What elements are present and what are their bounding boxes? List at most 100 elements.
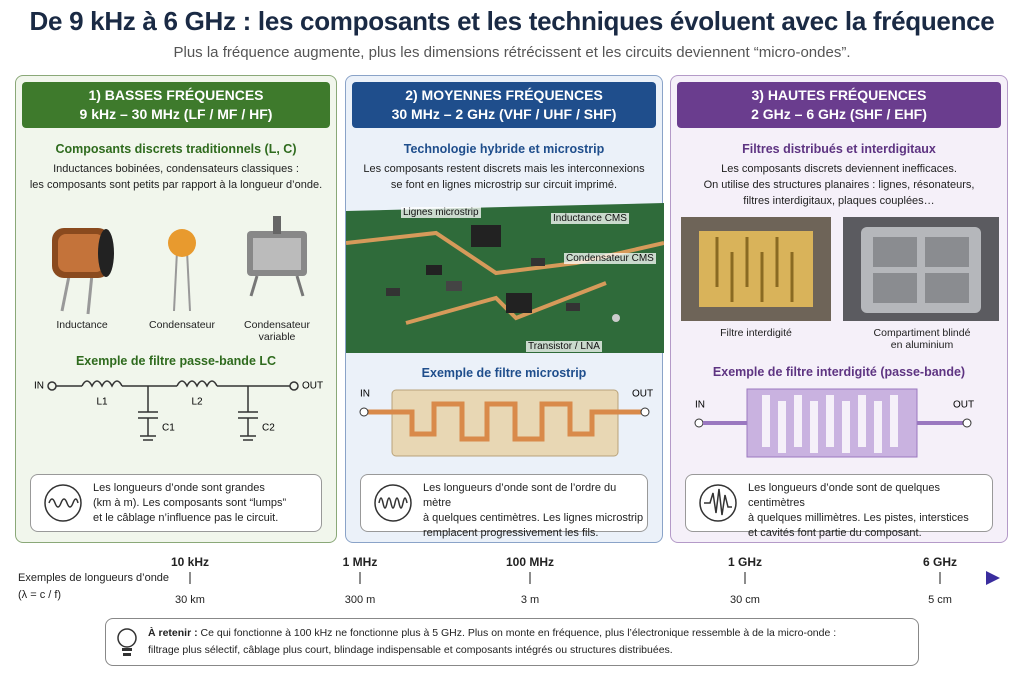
- wavelength-label: 300 m: [344, 594, 376, 606]
- decoration: [506, 293, 532, 313]
- decoration: [566, 303, 580, 311]
- frequency-label: 6 GHz: [922, 555, 958, 569]
- decoration: [378, 497, 408, 509]
- description: Inductances bobinées, condensateurs clas…: [22, 161, 330, 193]
- example-title: Exemple de filtre interdigité (passe-ban…: [712, 365, 966, 379]
- takeaway-label: À retenir :: [148, 627, 198, 639]
- line: Les longueurs d’onde sont grandes: [93, 482, 265, 494]
- image-caption: Condensateur variable: [244, 319, 310, 343]
- subtitle: Plus la fréquence augmente, plus les dim…: [173, 44, 851, 61]
- decoration: [873, 273, 917, 303]
- decoration: [58, 234, 104, 272]
- decoration: [247, 216, 307, 297]
- photo-label: Inductance CMS: [551, 213, 629, 224]
- interdigital-diagram: IN OUT: [694, 388, 974, 458]
- decoration: [858, 395, 866, 447]
- takeaway-line: À retenir : Ce qui fonctionne à 100 kHz …: [148, 625, 910, 642]
- panel-high: 3) HAUTES FRÉQUENCES 2 GHz – 6 GHz (SHF /…: [670, 75, 1008, 543]
- decoration: [47, 381, 57, 391]
- decoration: [826, 395, 834, 447]
- line: Les longueurs d’onde sont de l’ordre du …: [423, 482, 617, 509]
- pcb-photo: Lignes microstrip Inductance CMS Condens…: [345, 203, 665, 358]
- decoration: [762, 395, 770, 447]
- lc-filter-diagram: IN L1 L2 OUT C1 C2: [34, 380, 323, 441]
- decoration: [762, 395, 898, 453]
- heading: 2) MOYENNES FRÉQUENCES: [405, 87, 603, 103]
- note: Les longueurs d’onde sont de l’ordre du …: [360, 474, 648, 539]
- takeaway-text: Ce qui fonctionne à 100 kHz ne fonctionn…: [200, 627, 837, 639]
- decoration: [778, 401, 786, 453]
- pcb-drawing: [345, 203, 665, 353]
- line: les composants sont petits par rapport à…: [29, 179, 323, 191]
- panel-mid: 2) MOYENNES FRÉQUENCES 30 MHz – 2 GHz (VH…: [345, 75, 665, 543]
- description: Les composants restent discrets mais les…: [352, 161, 656, 193]
- panel-header: 1) BASSES FRÉQUENCES 9 kHz – 30 MHz (LF /…: [22, 82, 330, 128]
- line: se font en lignes microstrip sur circuit…: [390, 179, 618, 191]
- line: et cavités font partie du composant.: [748, 527, 922, 539]
- wave-icon: [699, 484, 737, 522]
- diagram-label: C1: [162, 423, 175, 434]
- takeaway-line: filtrage plus sélectif, câblage plus cou…: [148, 644, 673, 656]
- decoration: [81, 380, 123, 388]
- decoration: [391, 389, 619, 457]
- line: remplacent progressivement les fils.: [423, 527, 599, 539]
- decoration: [962, 418, 972, 428]
- wave-icon: [374, 484, 412, 522]
- decoration: [842, 401, 850, 453]
- line: (λ = c / f): [18, 589, 62, 601]
- frequency-label: 1 GHz: [727, 555, 763, 569]
- line: (km à m). Les composants sont “lumps”: [93, 497, 287, 509]
- diagram-label: IN: [360, 389, 370, 400]
- decoration: [176, 380, 218, 388]
- decoration: [694, 418, 704, 428]
- decoration: [890, 395, 898, 447]
- image-caption: Condensateur: [149, 319, 215, 331]
- decoration: [367, 401, 642, 442]
- line: à quelques millimètres. Les pistes, inte…: [748, 512, 969, 524]
- example-title: Exemple de filtre microstrip: [421, 366, 587, 380]
- decoration: [612, 314, 620, 322]
- hf-drawings: [681, 217, 999, 321]
- frequency-label: 100 MHz: [505, 555, 555, 569]
- decoration: [168, 229, 196, 257]
- line: Exemples de longueurs d’onde: [18, 572, 170, 584]
- example-title: Exemple de filtre passe-bande LC: [75, 354, 277, 368]
- photo-label: Lignes microstrip: [401, 207, 481, 218]
- diagram-label: C2: [262, 423, 275, 434]
- takeaway: À retenir : Ce qui fonctionne à 100 kHz …: [105, 618, 919, 666]
- description: Les composants discrets deviennent ineff…: [677, 161, 1001, 209]
- image-row: Inductance Condensateur Condensateur var…: [22, 193, 330, 348]
- diagram-label: OUT: [302, 381, 323, 392]
- decoration: [426, 265, 442, 275]
- diagram-label: L1: [96, 397, 108, 408]
- decoration: [289, 381, 299, 391]
- decoration: [273, 216, 281, 234]
- decoration: [386, 288, 400, 296]
- wavelength-label: 30 km: [175, 594, 205, 606]
- section-title: Technologie hybride et microstrip: [403, 142, 605, 156]
- component-drawings: [52, 216, 307, 315]
- heading: 1) BASSES FRÉQUENCES: [88, 87, 264, 103]
- photo-label: Condensateur CMS: [564, 253, 656, 264]
- wavelength-label: 5 cm: [928, 594, 952, 606]
- decoration: [873, 237, 917, 267]
- title: De 9 kHz à 6 GHz : les composants et les…: [29, 6, 995, 36]
- section-title: Composants discrets traditionnels (L, C): [55, 142, 297, 156]
- line: Les composants restent discrets mais les…: [363, 163, 645, 175]
- decoration: [52, 228, 114, 315]
- decoration: [794, 395, 802, 447]
- decoration: [86, 273, 94, 315]
- photo-label: Transistor / LNA: [526, 341, 602, 352]
- wave-icon: [44, 484, 82, 522]
- heading: 3) HAUTES FRÉQUENCES: [751, 87, 927, 103]
- microstrip-diagram: IN OUT: [359, 389, 653, 457]
- timeline-label: Exemples de longueurs d’onde (λ = c / f): [18, 570, 169, 604]
- decoration: [810, 401, 818, 453]
- note: Les longueurs d’onde sont grandes (km à m…: [30, 474, 322, 532]
- line: Les composants discrets deviennent ineff…: [721, 163, 957, 175]
- decoration: [874, 401, 882, 453]
- image-caption: Compartiment blindé en aluminium: [873, 327, 971, 351]
- line: et le câblage n’influence pas le circuit…: [93, 512, 279, 524]
- wavelength-label: 30 cm: [730, 594, 760, 606]
